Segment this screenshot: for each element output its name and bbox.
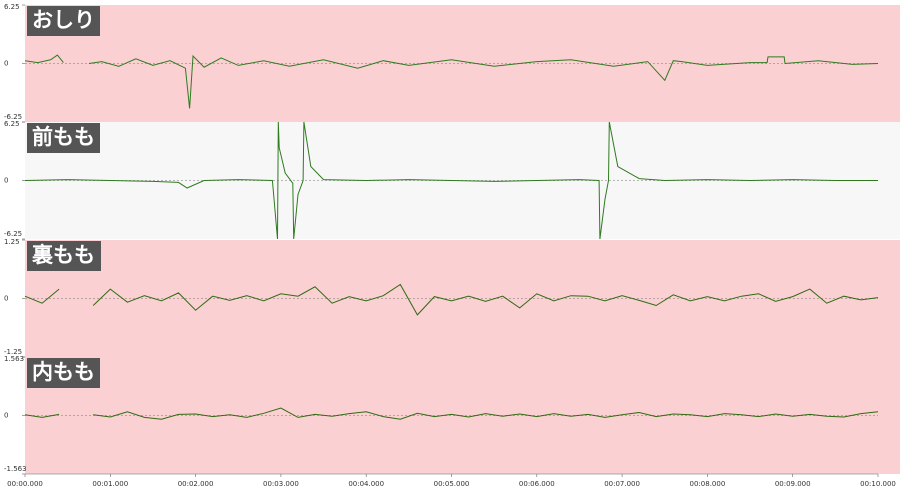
x-tick-label: 00:05.000: [434, 480, 470, 488]
x-tick-label: 00:09.000: [775, 480, 811, 488]
x-tick-label: 00:04.000: [348, 480, 384, 488]
panel-label-box: [27, 6, 100, 36]
y-tick-label: 0: [4, 177, 8, 185]
x-tick-label: 00:00.000: [7, 480, 43, 488]
y-tick-label: 0: [4, 60, 8, 68]
x-tick-label: 00:10.000: [860, 480, 896, 488]
x-tick-label: 00:07.000: [604, 480, 640, 488]
panel-label-box: [27, 358, 100, 388]
x-tick-label: 00:08.000: [690, 480, 726, 488]
y-tick-label: 0: [4, 295, 8, 303]
y-tick-label: 6.25: [4, 3, 20, 11]
x-tick-label: 00:06.000: [519, 480, 555, 488]
panel-label: 内もも: [27, 358, 100, 388]
panel-label: 前もも: [27, 123, 100, 153]
panel-label-text: 裏もも: [31, 243, 95, 267]
y-tick-label: 1.563: [4, 355, 24, 363]
panel-label: おしり: [27, 6, 100, 36]
panel-label-box: [27, 123, 100, 153]
signal-line: [24, 407, 879, 420]
y-tick-label: 1.25: [4, 238, 20, 246]
y-tick-label: -1.563: [4, 465, 27, 473]
signal-line: [24, 54, 879, 109]
y-tick-label: 6.25: [4, 120, 20, 128]
signal-line: [24, 283, 879, 316]
x-tick-label: 00:02.000: [178, 480, 214, 488]
y-tick-label: 0: [4, 412, 8, 420]
y-tick-label: -6.25: [4, 230, 22, 238]
x-tick-label: 00:01.000: [92, 480, 128, 488]
panel-label-text: 前もも: [32, 125, 95, 149]
signal-line: [24, 121, 878, 240]
x-tick-label: 00:03.000: [263, 480, 299, 488]
panel-label: 裏もも: [27, 241, 101, 271]
panel-label-text: 内もも: [32, 360, 95, 384]
y-tick-label: -1.25: [4, 348, 22, 356]
panel-label-text: おしり: [32, 8, 95, 32]
y-tick-label: -6.25: [4, 113, 22, 121]
panel-label-box: [27, 241, 101, 271]
